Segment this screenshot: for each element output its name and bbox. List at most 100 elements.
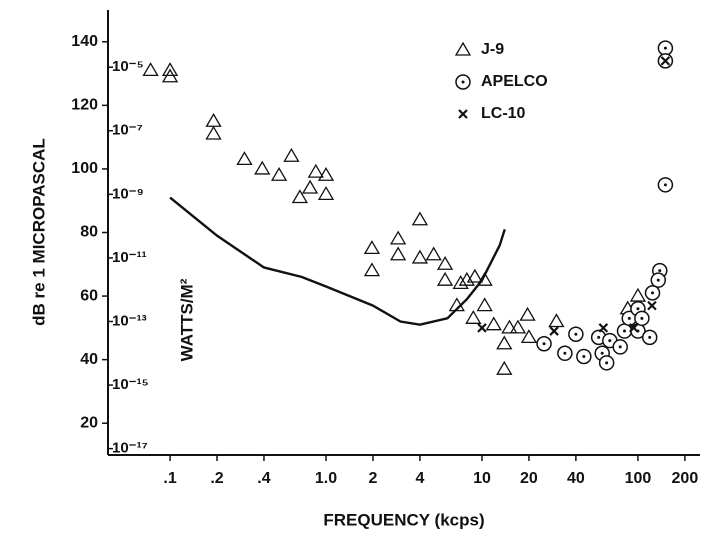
marker-dot (627, 316, 631, 320)
point (205, 112, 222, 127)
point (477, 323, 487, 333)
marker-dot (461, 80, 465, 84)
y2-tick-label: 10⁻¹⁷ (112, 440, 148, 457)
marker-shape (496, 360, 513, 375)
marker-shape (317, 166, 335, 181)
point (455, 74, 471, 90)
marker-shape (161, 68, 179, 83)
point (458, 271, 475, 286)
point (485, 316, 502, 331)
marker-shape (660, 56, 671, 66)
marker-shape (436, 255, 454, 270)
point (465, 310, 482, 324)
point (548, 313, 565, 328)
legend-item: J-9 (454, 41, 504, 58)
y2-axis-label: WATTS/M² (177, 278, 196, 361)
legend-label: LC-10 (481, 105, 526, 122)
x-tick-label: 40 (567, 470, 585, 487)
marker-shape (458, 271, 475, 286)
marker-dot (651, 291, 655, 295)
point (536, 336, 552, 352)
marker-shape (161, 62, 179, 77)
marker-dot (658, 269, 662, 273)
point (363, 262, 381, 277)
y2-tick-label: 10⁻¹⁵ (112, 376, 149, 393)
point (307, 163, 324, 178)
point (598, 355, 615, 371)
point (557, 345, 573, 362)
point (363, 240, 381, 255)
point (411, 249, 429, 264)
point (549, 326, 559, 336)
y-axis-label: dB re 1 MICROPASCAL (29, 138, 48, 326)
y-tick-label: 40 (80, 351, 98, 368)
marker-shape (436, 271, 454, 286)
point (476, 297, 493, 312)
point (628, 323, 639, 333)
point (283, 147, 300, 162)
marker-dot (600, 351, 604, 355)
marker-dot (640, 316, 644, 320)
point (254, 160, 271, 175)
marker-shape (598, 323, 609, 333)
marker-dot (648, 335, 652, 339)
marker-shape (496, 335, 513, 350)
marker-shape (485, 316, 502, 331)
point (317, 166, 335, 181)
point (496, 335, 513, 350)
marker-dot (542, 342, 546, 346)
x-tick-label: 10 (473, 470, 491, 487)
point (476, 271, 493, 286)
marker-shape (317, 186, 335, 201)
marker-dot (574, 332, 578, 336)
marker-dot (563, 351, 567, 355)
x-tick-label: .4 (257, 470, 270, 487)
point (161, 62, 179, 77)
point (629, 287, 647, 302)
point (270, 166, 288, 181)
marker-shape (142, 62, 159, 77)
x-tick-label: 200 (672, 470, 699, 487)
marker-shape (236, 151, 253, 166)
marker-shape (205, 112, 222, 127)
marker-shape (501, 319, 518, 334)
point (436, 271, 454, 286)
x-tick-label: .2 (210, 470, 223, 487)
point (390, 230, 407, 245)
point (647, 300, 657, 311)
marker-shape (647, 300, 657, 311)
marker-shape (548, 313, 565, 328)
point (317, 186, 335, 201)
point (660, 56, 671, 66)
legend-item: LC-10 (458, 105, 526, 122)
marker-shape (466, 268, 483, 283)
y2-tick-label: 10⁻¹¹ (112, 249, 147, 266)
point (454, 41, 472, 56)
marker-shape (628, 323, 639, 333)
marker-dot (618, 345, 622, 349)
point (568, 326, 584, 342)
x-tick-label: 4 (415, 470, 424, 487)
marker-dot (663, 183, 667, 187)
point (644, 285, 661, 301)
point (520, 329, 538, 344)
marker-shape (629, 287, 647, 302)
y2-tick-label: 10⁻¹³ (112, 312, 147, 329)
y2-tick-label: 10⁻⁵ (112, 58, 144, 75)
point (466, 268, 483, 283)
y2-tick-label: 10⁻⁹ (112, 185, 144, 202)
point (452, 275, 469, 290)
marker-dot (636, 307, 640, 311)
marker-dot (608, 339, 612, 343)
marker-shape (425, 246, 442, 261)
y-tick-label: 100 (71, 160, 98, 177)
marker-shape (283, 147, 300, 162)
marker-shape (390, 230, 407, 245)
marker-dot (597, 335, 601, 339)
marker-shape (390, 246, 407, 261)
point (205, 125, 222, 140)
marker-shape (476, 271, 493, 286)
point (501, 319, 518, 334)
point (496, 360, 513, 375)
